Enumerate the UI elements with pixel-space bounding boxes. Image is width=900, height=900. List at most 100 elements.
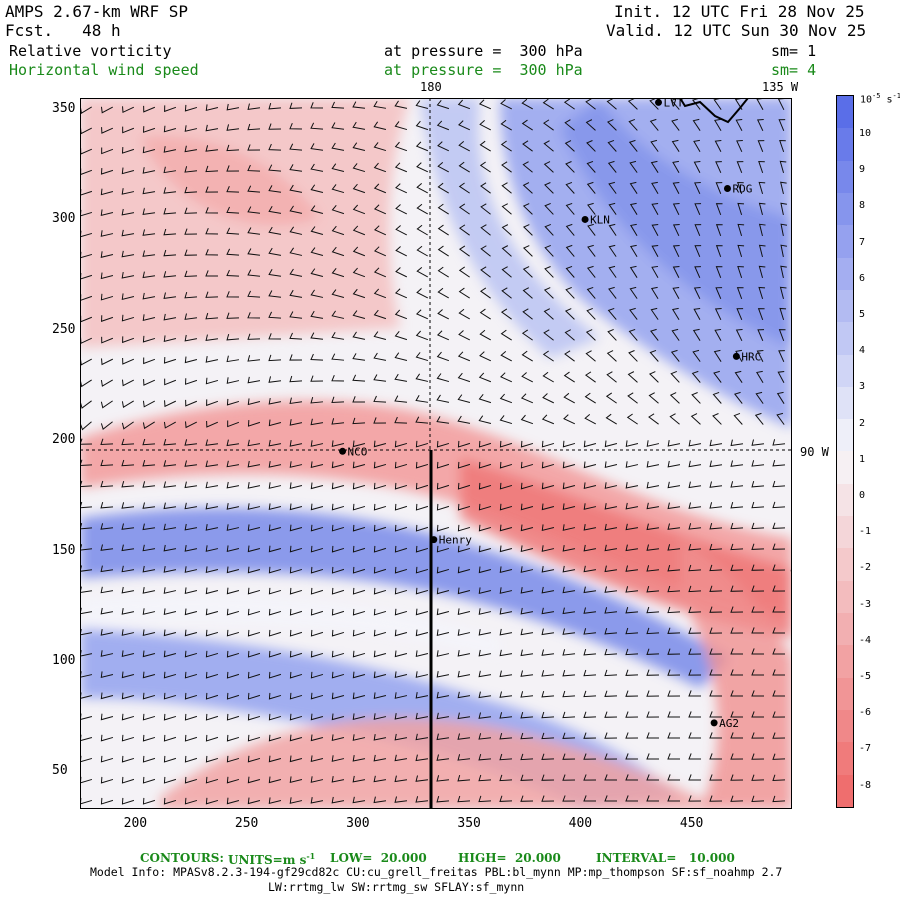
wind-barb — [394, 713, 408, 720]
wind-barb — [143, 357, 156, 365]
wind-barb — [352, 374, 366, 382]
wind-barb — [247, 290, 261, 298]
wind-barb — [394, 733, 408, 741]
wind-barb — [184, 523, 198, 531]
wind-barb — [373, 461, 387, 469]
wind-barb — [478, 415, 492, 424]
wind-barb — [667, 732, 681, 739]
wind-barb — [457, 670, 471, 678]
x-tick-label: 200 — [123, 816, 148, 831]
wind-barb — [499, 733, 513, 740]
colorbar-segment — [837, 96, 853, 129]
wind-barb — [646, 481, 660, 489]
wind-barb — [352, 417, 366, 425]
wind-barb — [458, 120, 471, 131]
wind-barb — [583, 711, 597, 718]
wind-barb — [776, 391, 785, 404]
wind-barb — [751, 753, 765, 760]
wind-barb — [184, 629, 198, 637]
wind-barb — [478, 649, 492, 657]
wind-barb — [667, 795, 681, 802]
wind-barb — [756, 370, 764, 383]
wind-barb — [478, 670, 492, 678]
y-tick-label: 150 — [52, 542, 76, 558]
wind-barb — [205, 650, 219, 658]
wind-barb — [604, 795, 618, 802]
wind-barb — [437, 266, 449, 278]
wind-barb — [730, 711, 744, 718]
wind-barb — [142, 544, 156, 552]
wind-barb — [562, 461, 576, 469]
station-label: RDG — [732, 183, 752, 196]
wind-barb — [646, 690, 660, 697]
wind-barb — [583, 732, 597, 739]
wind-barb — [394, 309, 408, 320]
wind-barb — [521, 329, 533, 341]
wind-barb — [268, 482, 282, 489]
wind-barb — [436, 416, 450, 424]
wind-barb — [565, 202, 575, 215]
wind-barb — [646, 627, 660, 635]
wind-barb — [736, 140, 743, 153]
wind-barb — [541, 649, 555, 656]
wind-barb — [247, 164, 261, 172]
wind-barb — [646, 753, 660, 760]
wind-barb — [651, 181, 659, 194]
colorbar-label: 6 — [859, 272, 866, 284]
wind-barb — [268, 461, 282, 468]
wind-barb — [646, 523, 660, 531]
wind-barb — [310, 353, 324, 361]
wind-barb — [394, 100, 408, 109]
wind-barb — [226, 291, 240, 298]
wind-barb — [164, 400, 177, 408]
station-label: AG2 — [719, 717, 739, 730]
wind-barb — [583, 649, 597, 656]
wind-barb — [331, 268, 345, 278]
wind-barb — [100, 629, 114, 636]
wind-barb — [184, 313, 198, 320]
wind-barb — [756, 349, 764, 363]
wind-barb — [542, 98, 554, 110]
wind-barb — [163, 335, 177, 343]
wind-barb — [373, 587, 387, 595]
wind-barb — [626, 413, 638, 425]
wind-barb — [751, 460, 765, 467]
wind-barb — [586, 140, 596, 152]
wind-barb — [457, 351, 471, 362]
colorbar-segment — [837, 160, 853, 193]
wind-barb — [184, 228, 198, 235]
wind-barb — [121, 438, 135, 446]
wind-barb — [226, 650, 240, 658]
wind-barb — [500, 350, 512, 362]
wind-barb — [688, 606, 702, 613]
wind-barb — [436, 629, 450, 637]
wind-barb — [780, 223, 788, 237]
wind-barb — [121, 523, 135, 530]
wind-barb — [714, 328, 722, 341]
wind-barb — [520, 649, 534, 657]
wind-barb — [310, 418, 324, 426]
wind-barb — [373, 374, 387, 382]
wind-barb — [585, 371, 596, 383]
wind-barb — [670, 98, 680, 110]
wind-barb — [142, 608, 156, 615]
wind-barb — [394, 121, 408, 131]
wind-barb — [499, 545, 513, 553]
wind-barb — [479, 351, 492, 362]
wind-barb — [730, 795, 744, 802]
wind-barb — [688, 460, 702, 468]
wind-barb — [562, 774, 576, 781]
wind-barb — [289, 143, 303, 151]
wind-barb — [458, 203, 470, 215]
wind-barb — [121, 734, 135, 742]
wind-barb — [436, 99, 450, 110]
wind-barb — [352, 482, 366, 490]
wind-barb — [541, 440, 555, 448]
wind-barb — [604, 669, 618, 677]
wind-barb — [373, 482, 387, 490]
wind-barb — [142, 734, 156, 742]
wind-barb — [205, 524, 219, 531]
wind-barb — [520, 712, 534, 719]
wind-barb — [142, 314, 156, 321]
wind-barb — [709, 502, 723, 509]
